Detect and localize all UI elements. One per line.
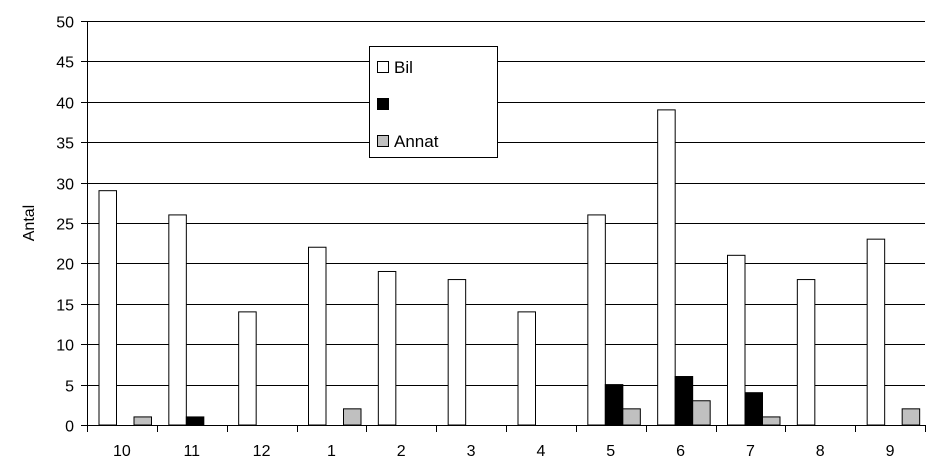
x-tick-label: 12 xyxy=(253,443,271,460)
legend: Bil Annat xyxy=(369,46,498,158)
y-tick-label: 35 xyxy=(56,136,74,153)
bar xyxy=(168,214,187,426)
legend-swatch xyxy=(377,98,389,110)
y-tick-label: 10 xyxy=(56,338,74,355)
bar xyxy=(98,190,117,426)
x-tick-label: 7 xyxy=(746,443,755,460)
y-axis-label: Antal xyxy=(21,205,38,241)
x-tick-label: 11 xyxy=(183,443,200,460)
bar xyxy=(692,400,711,426)
bar xyxy=(796,279,816,426)
legend-swatch xyxy=(377,61,389,73)
x-tick-label: 3 xyxy=(467,443,476,460)
y-tick-label: 30 xyxy=(56,177,74,194)
x-tick-label: 8 xyxy=(816,443,825,460)
x-tick-label: 2 xyxy=(397,443,406,460)
y-tick-label: 5 xyxy=(65,379,74,396)
bar xyxy=(604,384,624,426)
bar xyxy=(901,408,921,426)
bar xyxy=(587,214,606,426)
bar xyxy=(866,238,886,426)
grid-lines xyxy=(87,21,925,386)
bar xyxy=(762,416,781,426)
bar xyxy=(377,270,397,426)
y-tick-label: 40 xyxy=(56,96,74,113)
x-tick-label: 4 xyxy=(536,443,545,460)
x-axis-ticks: 10 11 12 1 2 3 4 5 6 7 8 9 xyxy=(87,425,926,460)
legend-label: Annat xyxy=(394,132,439,151)
bar xyxy=(727,254,746,426)
bar xyxy=(308,246,327,426)
bar xyxy=(674,376,694,426)
bar xyxy=(133,416,152,426)
legend-label: Bil xyxy=(394,58,413,77)
bar xyxy=(622,408,641,426)
bar xyxy=(185,416,205,426)
y-tick-label: 25 xyxy=(56,217,74,234)
bar xyxy=(744,392,763,426)
y-tick-label: 20 xyxy=(56,257,74,274)
y-tick-label: 15 xyxy=(56,298,74,315)
legend-swatch xyxy=(377,135,389,147)
y-tick-label: 50 xyxy=(56,15,74,32)
bar xyxy=(657,109,676,426)
bar xyxy=(517,311,536,426)
y-tick-label: 0 xyxy=(65,419,74,436)
x-tick-label: 9 xyxy=(886,443,895,460)
bars xyxy=(98,109,921,426)
legend-box xyxy=(369,46,498,158)
bar xyxy=(447,279,467,426)
bar xyxy=(238,311,257,426)
x-tick-label: 10 xyxy=(113,443,131,460)
y-tick-label: 45 xyxy=(56,55,74,72)
y-axis-ticks: 0 5 10 15 20 25 30 35 40 45 50 xyxy=(56,15,87,436)
bar xyxy=(343,408,362,426)
x-tick-label: 1 xyxy=(327,443,336,460)
x-tick-label: 5 xyxy=(606,443,615,460)
x-tick-label: 6 xyxy=(676,443,685,460)
